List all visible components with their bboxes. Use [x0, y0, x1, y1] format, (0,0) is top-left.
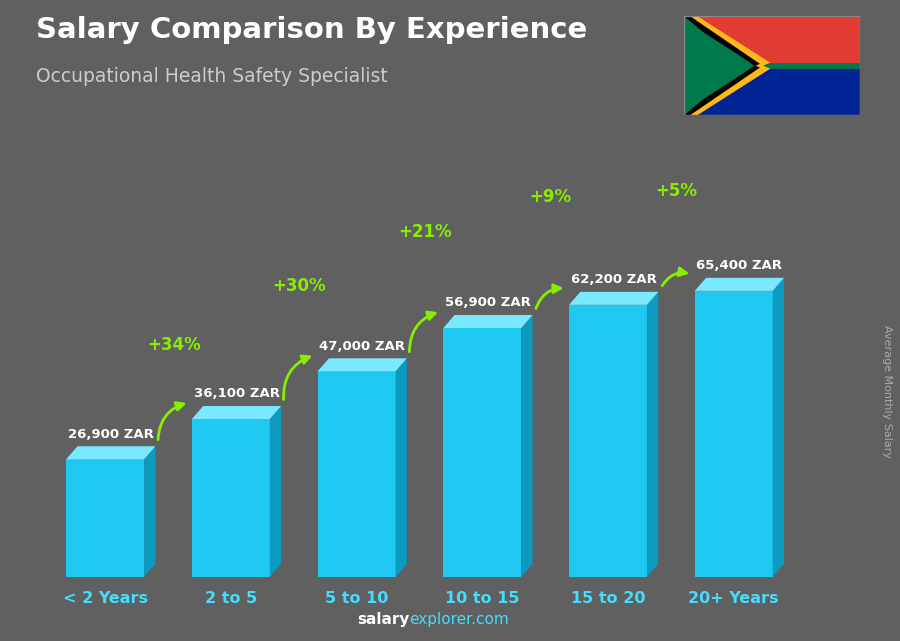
Polygon shape: [684, 16, 742, 115]
Polygon shape: [318, 371, 395, 577]
Polygon shape: [67, 446, 156, 459]
Bar: [754, 63, 859, 69]
Polygon shape: [192, 406, 281, 419]
Polygon shape: [773, 278, 784, 577]
Text: +30%: +30%: [273, 277, 326, 295]
Text: +9%: +9%: [530, 188, 572, 206]
Polygon shape: [144, 446, 156, 577]
Text: Occupational Health Safety Specialist: Occupational Health Safety Specialist: [36, 67, 388, 87]
Polygon shape: [569, 305, 647, 577]
Text: 26,900 ZAR: 26,900 ZAR: [68, 428, 154, 440]
Polygon shape: [684, 65, 860, 115]
Text: +34%: +34%: [147, 336, 201, 354]
Polygon shape: [647, 292, 658, 577]
Text: 56,900 ZAR: 56,900 ZAR: [445, 296, 531, 310]
Polygon shape: [684, 16, 760, 115]
Polygon shape: [67, 459, 144, 577]
Polygon shape: [684, 16, 860, 65]
Text: Salary Comparison By Experience: Salary Comparison By Experience: [36, 16, 587, 44]
Polygon shape: [395, 358, 407, 577]
Text: Average Monthly Salary: Average Monthly Salary: [881, 324, 892, 458]
Polygon shape: [270, 406, 281, 577]
Polygon shape: [318, 358, 407, 371]
Polygon shape: [684, 16, 754, 115]
Polygon shape: [444, 328, 521, 577]
Text: 47,000 ZAR: 47,000 ZAR: [320, 340, 405, 353]
Polygon shape: [695, 291, 773, 577]
Text: explorer.com: explorer.com: [410, 612, 509, 627]
Polygon shape: [684, 16, 770, 115]
Polygon shape: [684, 16, 754, 115]
Text: 65,400 ZAR: 65,400 ZAR: [697, 259, 782, 272]
Polygon shape: [684, 16, 766, 115]
Text: +5%: +5%: [655, 182, 698, 200]
Polygon shape: [521, 315, 533, 577]
Polygon shape: [754, 63, 859, 68]
Text: +21%: +21%: [399, 222, 452, 240]
Polygon shape: [192, 419, 270, 577]
Polygon shape: [684, 16, 759, 115]
Polygon shape: [695, 278, 784, 291]
Polygon shape: [569, 292, 658, 305]
Polygon shape: [444, 315, 533, 328]
Text: 36,100 ZAR: 36,100 ZAR: [194, 387, 280, 401]
Text: salary: salary: [357, 612, 410, 627]
Text: 62,200 ZAR: 62,200 ZAR: [571, 273, 657, 287]
